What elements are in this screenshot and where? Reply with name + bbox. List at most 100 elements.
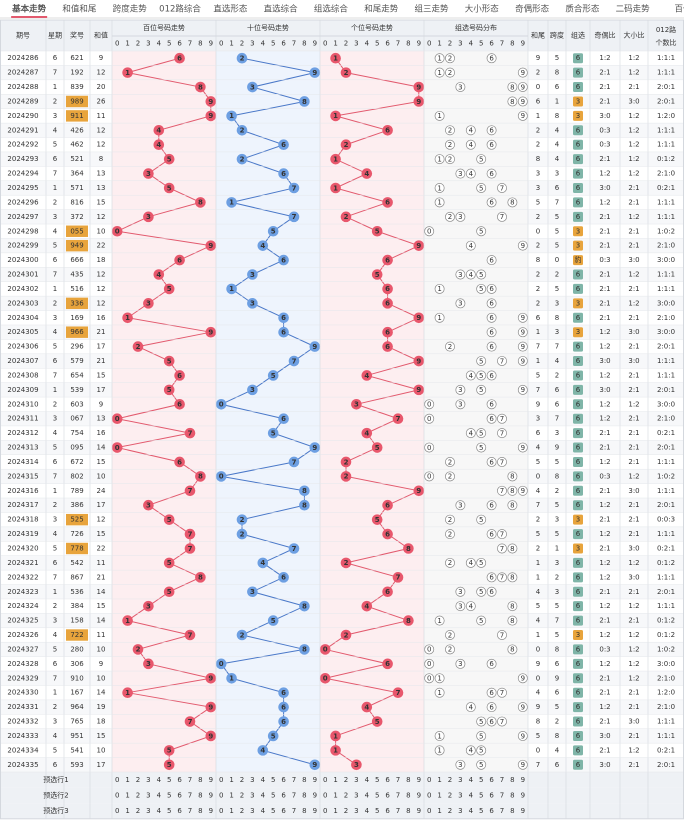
cell-mod: 0:1:2 (657, 631, 675, 639)
header-digit: 6 (177, 40, 182, 48)
tab[interactable]: 大小形态 (465, 4, 500, 15)
group-dist-ball (486, 572, 497, 583)
tab[interactable]: 百位 (674, 4, 684, 15)
cell-period: 2024315 (7, 472, 38, 480)
group-dist-ball (476, 514, 487, 525)
digit-ball-label: 6 (281, 328, 286, 336)
cell-sum: 17 (97, 501, 106, 509)
row-bg (528, 598, 684, 614)
group-dist-digit: 5 (479, 285, 483, 293)
cell-mod: 1:1:1 (657, 271, 675, 279)
digit-ball-label: 6 (385, 343, 390, 351)
grid-bg (424, 382, 528, 398)
group-dist-ball (476, 183, 487, 193)
group-dist-ball (507, 96, 518, 107)
group-dist-digit: 9 (521, 98, 525, 106)
cell-period: 2024307 (7, 357, 38, 365)
tab[interactable]: 质合形态 (565, 4, 600, 15)
group-dist-ball (517, 327, 528, 338)
group-badge-label: 6 (576, 213, 581, 221)
cell-number: 579 (70, 357, 83, 365)
group-dist-ball (497, 529, 507, 540)
cell-odd_even: 0:3 (599, 141, 610, 149)
cell-period: 2024312 (7, 429, 38, 437)
cell-tail: 2 (536, 516, 540, 524)
digit-ball-label: 5 (375, 271, 380, 279)
tab[interactable]: 直选综合 (264, 4, 299, 15)
tab[interactable]: 组选综合 (314, 4, 349, 15)
cell-mod: 1:1:1 (657, 573, 675, 581)
group-dist-digit: 6 (489, 141, 494, 149)
digit-ball (392, 687, 404, 698)
grid-bg (216, 65, 320, 80)
group-dist-ball (507, 500, 518, 511)
preselect-digit: 8 (302, 807, 306, 815)
row-bg (0, 368, 112, 383)
preselect-digit: 7 (188, 807, 192, 815)
digit-ball (371, 269, 383, 280)
group-badge (573, 312, 583, 323)
group-dist-digit: 3 (458, 602, 462, 610)
group-dist-digit: 5 (479, 747, 483, 755)
cell-number: 296 (70, 343, 84, 351)
group-dist-digit: 3 (458, 213, 462, 221)
row-bg (0, 714, 112, 729)
grid-bg (320, 94, 424, 109)
cell-mod: 1:0:2 (657, 227, 675, 235)
preselect-digit: 0 (323, 807, 327, 815)
tab[interactable]: 直选形态 (213, 4, 248, 15)
row-bg (528, 108, 684, 124)
number-highlight (66, 239, 88, 252)
group-badge (573, 125, 583, 136)
preselect-digit: 6 (385, 807, 390, 815)
cell-odd_even: 2:1 (599, 227, 610, 235)
digit-ball (340, 211, 352, 223)
group-badge-label: 6 (576, 444, 581, 452)
digit-ball-label: 6 (281, 689, 286, 697)
cell-period: 2024298 (7, 227, 38, 235)
row-bg (528, 425, 684, 441)
group-dist-digit: 6 (489, 458, 494, 466)
group-badge (573, 428, 583, 439)
tab[interactable]: 和值和尾 (62, 4, 97, 15)
preselect-digit: 5 (375, 791, 379, 799)
group-dist-digit: 8 (510, 98, 514, 106)
preselect-digit: 0 (115, 807, 119, 815)
number-highlight (66, 542, 88, 555)
digit-ball (163, 182, 175, 194)
digit-ball-label: 6 (281, 703, 286, 711)
group-dist-digit: 6 (489, 718, 494, 726)
digit-ball (205, 701, 217, 713)
digit-ball-label: 6 (385, 660, 390, 668)
tab[interactable]: 012路综合 (159, 4, 201, 15)
cell-week: 2 (53, 501, 57, 509)
row-bg (528, 613, 684, 628)
cell-period: 2024326 (7, 631, 39, 639)
tab[interactable]: 二码走势 (616, 4, 651, 15)
cell-big_small: 2:1 (628, 314, 639, 322)
cell-week: 7 (53, 472, 57, 480)
digit-ball (392, 572, 404, 583)
cell-tail: 4 (536, 444, 541, 452)
cell-period: 2024311 (7, 415, 38, 423)
tab[interactable]: 跨度走势 (113, 4, 148, 15)
group-dist-ball (424, 471, 435, 482)
cell-big_small: 1:2 (628, 170, 639, 178)
cell-sum: 12 (97, 299, 106, 307)
group-dist-ball (424, 442, 435, 453)
header-digit: 2 (448, 40, 452, 48)
preselect-digit: 2 (344, 807, 348, 815)
group-dist-digit: 4 (469, 141, 474, 149)
cell-mod: 2:1:0 (657, 674, 675, 682)
group-dist-ball (445, 341, 455, 352)
group-dist-ball (486, 716, 497, 727)
grid-bg (216, 180, 320, 196)
tab[interactable]: 和尾走势 (364, 4, 399, 15)
tab[interactable]: 组三走势 (414, 4, 449, 15)
preselect-digit: 9 (209, 776, 213, 784)
tab[interactable]: 奇偶形态 (515, 4, 550, 15)
grid-bg (112, 526, 216, 542)
cell-number: 949 (70, 242, 83, 250)
tab[interactable]: 基本走势 (11, 4, 47, 15)
digit-ball-label: 3 (354, 761, 359, 769)
